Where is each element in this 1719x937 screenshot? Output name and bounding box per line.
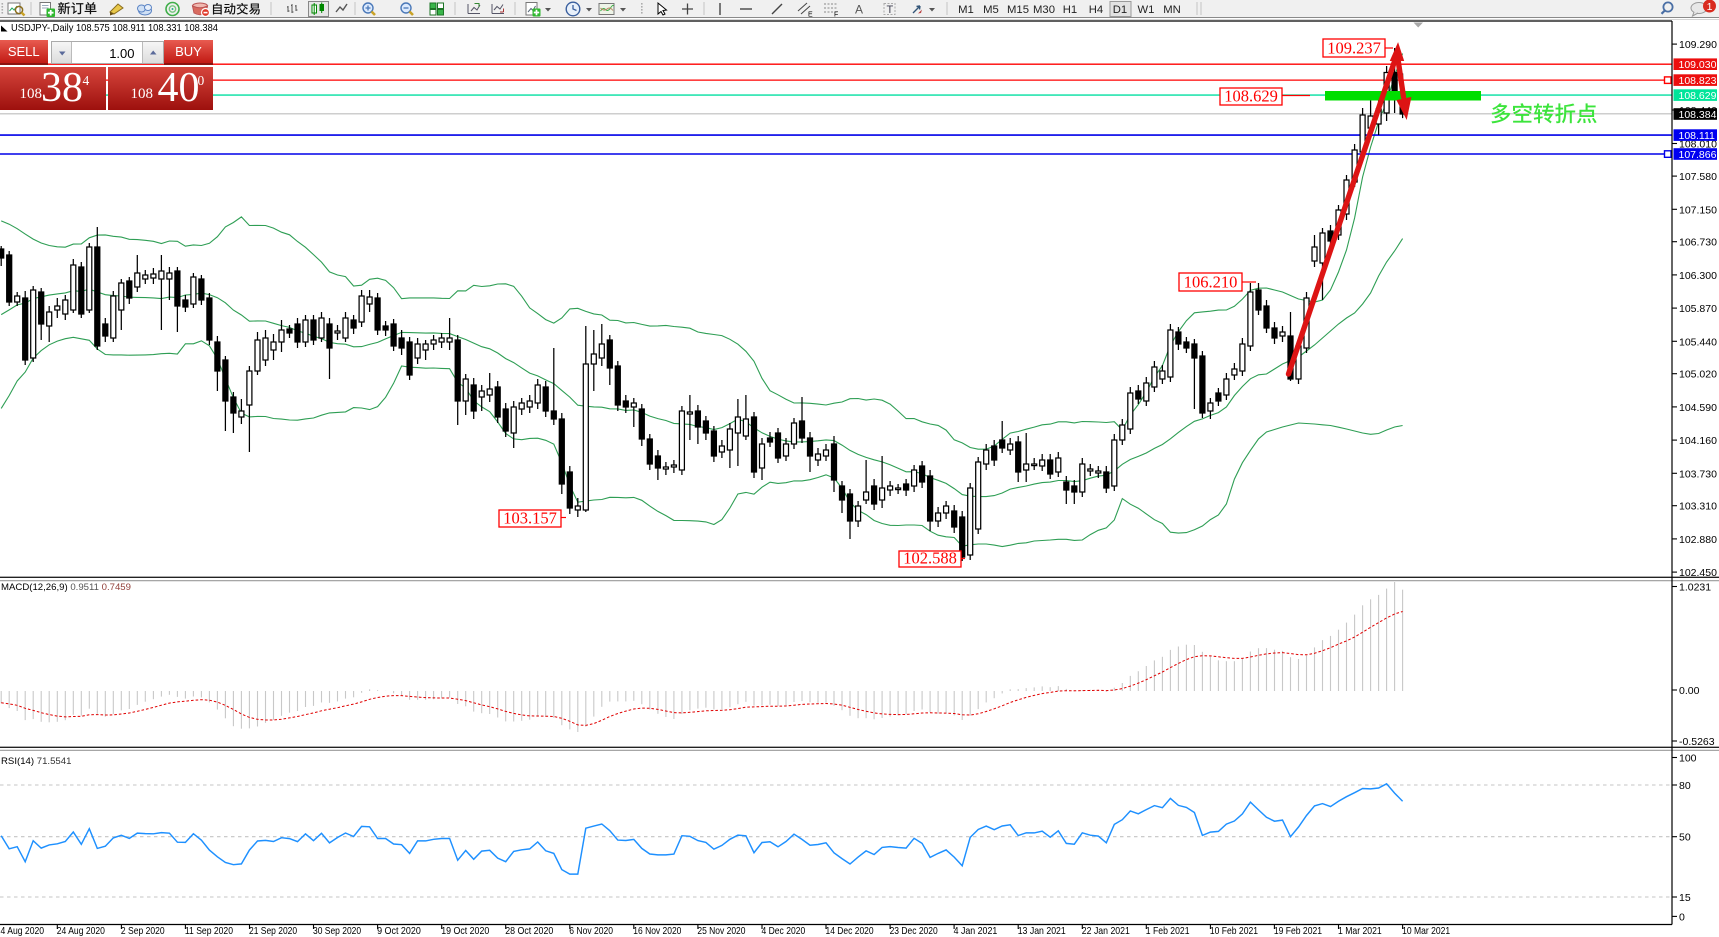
svg-text:A: A	[855, 3, 863, 17]
svg-text:50: 50	[1679, 832, 1691, 844]
svg-text:H4: H4	[1089, 4, 1103, 16]
svg-text:19 Oct 2020: 19 Oct 2020	[441, 926, 489, 937]
svg-text:108.629: 108.629	[1224, 87, 1278, 106]
svg-text:1.0231: 1.0231	[1679, 582, 1711, 594]
svg-text:-0.5263: -0.5263	[1679, 736, 1715, 748]
svg-text:RSI(14) 71.5541: RSI(14) 71.5541	[1, 756, 71, 767]
svg-text:4 Aug 2020: 4 Aug 2020	[1, 926, 45, 937]
svg-text:109.290: 109.290	[1679, 39, 1717, 51]
svg-text:28 Oct 2020: 28 Oct 2020	[505, 926, 553, 937]
svg-text:108.384: 108.384	[1679, 109, 1717, 121]
svg-text:30 Sep 2020: 30 Sep 2020	[313, 926, 361, 937]
svg-text:USDJPY-,Daily 108.575 108.911: USDJPY-,Daily 108.575 108.911 108.331 10…	[11, 23, 218, 34]
svg-text:102.450: 102.450	[1679, 567, 1717, 579]
svg-text:M5: M5	[983, 4, 999, 16]
svg-text:106.210: 106.210	[1184, 273, 1238, 292]
svg-text:F: F	[834, 12, 838, 19]
svg-text:21 Sep 2020: 21 Sep 2020	[249, 926, 297, 937]
svg-text:10 Mar 2021: 10 Mar 2021	[1402, 926, 1450, 937]
svg-text:24 Aug 2020: 24 Aug 2020	[57, 926, 105, 937]
svg-text:M30: M30	[1033, 4, 1055, 16]
svg-text:4 Dec 2020: 4 Dec 2020	[762, 926, 806, 937]
svg-text:103.157: 103.157	[503, 509, 557, 528]
svg-text:9 Oct 2020: 9 Oct 2020	[377, 926, 421, 937]
svg-text:19 Feb 2021: 19 Feb 2021	[1274, 926, 1322, 937]
svg-text:MN: MN	[1163, 4, 1181, 16]
svg-text:108.823: 108.823	[1679, 75, 1717, 87]
svg-text:22 Jan 2021: 22 Jan 2021	[1082, 926, 1130, 937]
svg-text:108.629: 108.629	[1679, 90, 1717, 102]
svg-text:W1: W1	[1138, 4, 1155, 16]
svg-text:106.730: 106.730	[1679, 237, 1717, 249]
svg-text:105.440: 105.440	[1679, 336, 1717, 348]
svg-text:104.590: 104.590	[1679, 402, 1717, 414]
svg-text:103.730: 103.730	[1679, 468, 1717, 480]
svg-text:T: T	[887, 4, 894, 16]
svg-text:107.150: 107.150	[1679, 204, 1717, 216]
svg-text:16 Nov 2020: 16 Nov 2020	[633, 926, 681, 937]
svg-text:80: 80	[1679, 780, 1691, 792]
svg-text:D1: D1	[1113, 4, 1127, 16]
svg-text:107.580: 107.580	[1679, 171, 1717, 183]
svg-text:23 Dec 2020: 23 Dec 2020	[890, 926, 938, 937]
svg-text:105.020: 105.020	[1679, 369, 1717, 381]
svg-text:107.866: 107.866	[1679, 149, 1717, 161]
svg-text:102.880: 102.880	[1679, 534, 1717, 546]
svg-text:104.160: 104.160	[1679, 435, 1717, 447]
svg-text:0: 0	[1679, 911, 1685, 923]
svg-text:108.010: 108.010	[1679, 139, 1717, 151]
svg-text:M15: M15	[1007, 4, 1029, 16]
svg-text:106.300: 106.300	[1679, 270, 1717, 282]
svg-text:108.111: 108.111	[1679, 130, 1716, 142]
svg-text:10 Feb 2021: 10 Feb 2021	[1210, 926, 1258, 937]
svg-text:103.310: 103.310	[1679, 501, 1717, 513]
svg-text:1: 1	[1707, 1, 1713, 13]
svg-text:11 Sep 2020: 11 Sep 2020	[185, 926, 233, 937]
svg-text:0.00: 0.00	[1679, 685, 1700, 697]
svg-text:13 Jan 2021: 13 Jan 2021	[1018, 926, 1066, 937]
svg-text:E: E	[808, 12, 813, 19]
svg-text:6 Nov 2020: 6 Nov 2020	[569, 926, 613, 937]
svg-text:109.237: 109.237	[1327, 39, 1381, 58]
svg-text:H1: H1	[1063, 4, 1077, 16]
svg-text:102.588: 102.588	[903, 549, 957, 568]
svg-text:100: 100	[1679, 753, 1697, 765]
svg-text:1 Feb 2021: 1 Feb 2021	[1146, 926, 1190, 937]
svg-text:4 Jan 2021: 4 Jan 2021	[954, 926, 998, 937]
svg-text:15: 15	[1679, 892, 1691, 904]
svg-text:109.030: 109.030	[1679, 59, 1717, 71]
svg-text:1 Mar 2021: 1 Mar 2021	[1338, 926, 1382, 937]
svg-text:2 Sep 2020: 2 Sep 2020	[121, 926, 165, 937]
svg-text:M1: M1	[958, 4, 974, 16]
svg-text:MACD(12,26,9) 0.9511 0.7459: MACD(12,26,9) 0.9511 0.7459	[1, 582, 131, 593]
svg-text:105.870: 105.870	[1679, 303, 1717, 315]
svg-text:14 Dec 2020: 14 Dec 2020	[826, 926, 874, 937]
svg-text:25 Nov 2020: 25 Nov 2020	[697, 926, 745, 937]
